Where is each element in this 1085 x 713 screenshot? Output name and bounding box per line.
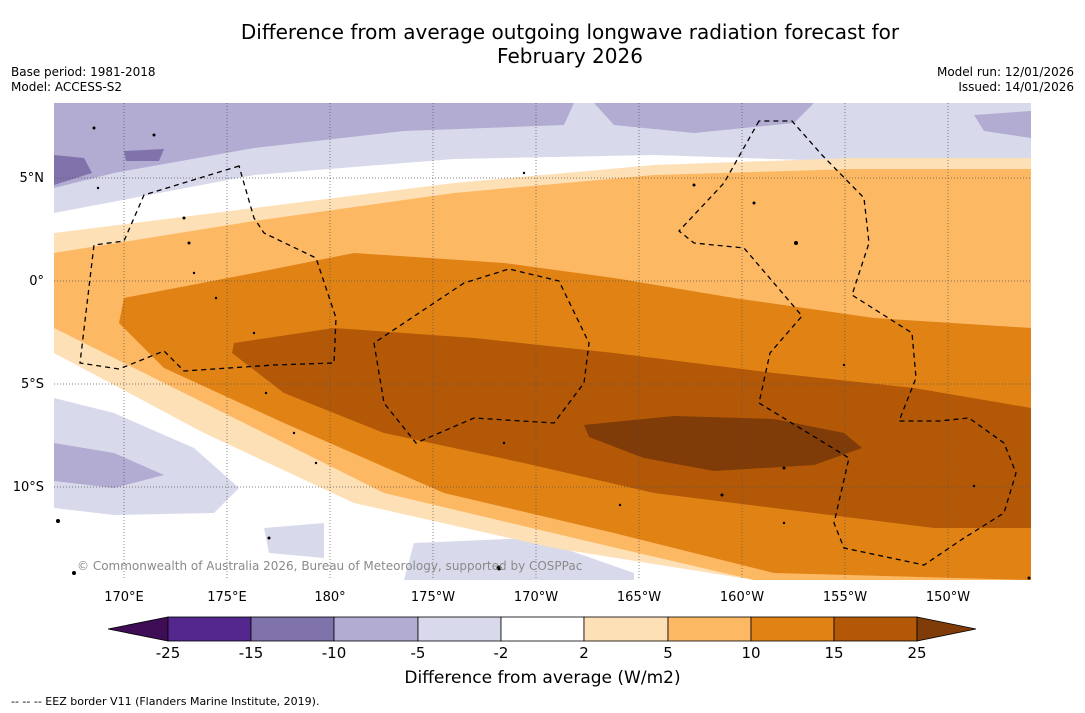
- title-line-1: Difference from average outgoing longwav…: [240, 20, 900, 44]
- model-run: Model run: 12/01/2026: [936, 65, 1074, 79]
- map-canvas: [54, 103, 1031, 580]
- contour-neg5-south-patch-b: [404, 538, 634, 580]
- lon-label-170w: 170°W: [513, 590, 559, 605]
- eez-borders: [79, 120, 1017, 566]
- title-line-2: February 2026: [497, 44, 643, 68]
- colorbar-tick-8: 10: [741, 644, 761, 662]
- colorbar-bin-1: [167, 616, 252, 642]
- colorbar-bin-9: [833, 616, 918, 642]
- meta-right: Model run: 12/01/2026 Issued: 14/01/2026: [937, 65, 1074, 95]
- colorbar-tick-2: -15: [238, 644, 264, 662]
- contour-neg10-north-east: [594, 103, 814, 133]
- issued-date: Issued: 14/01/2026: [958, 80, 1074, 94]
- colorbar-bin-8: [750, 616, 835, 642]
- colorbar-tick-6: 2: [579, 644, 589, 662]
- contour-neg10-north: [54, 103, 574, 188]
- colorbar-bin-4: [417, 616, 502, 642]
- eez-legend: -- -- -- EEZ border V11 (Flanders Marine…: [11, 695, 320, 708]
- base-period: Base period: 1981-2018: [11, 65, 156, 79]
- contour-neg5-south-patch: [264, 523, 324, 558]
- colorbar-tick-5: -2: [493, 644, 509, 662]
- lon-label-175w: 175°W: [410, 590, 456, 605]
- colorbar-tick-3: -10: [321, 644, 347, 662]
- lon-label-165w: 165°W: [616, 590, 662, 605]
- colorbar-tick-7: 5: [663, 644, 673, 662]
- lon-label-175e: 175°E: [207, 590, 247, 605]
- graticule: [54, 103, 1031, 580]
- colorbar-tick-1: -25: [155, 644, 181, 662]
- contour-neg15-north: [54, 155, 92, 185]
- forecast-map: [54, 103, 1031, 580]
- colorbar-extend-low: [108, 616, 169, 642]
- lat-label-0: 0°: [29, 274, 44, 289]
- lon-label-170e: 170°E: [104, 590, 144, 605]
- colorbar-bin-5: [500, 616, 585, 642]
- colorbar-tick-10: 25: [907, 644, 927, 662]
- lon-label-180: 180°: [314, 590, 346, 605]
- lon-label-150w: 150°W: [925, 590, 971, 605]
- lat-label-5s: 5°S: [20, 377, 44, 392]
- lon-label-155w: 155°W: [822, 590, 868, 605]
- islands: [56, 126, 1031, 580]
- contour-pos25: [584, 416, 862, 471]
- colorbar-tick-9: 15: [824, 644, 844, 662]
- colorbar-label: Difference from average (W/m2): [404, 668, 681, 688]
- meta-left: Base period: 1981-2018 Model: ACCESS-S2: [11, 65, 156, 95]
- model-name: Model: ACCESS-S2: [11, 80, 123, 94]
- colorbar-bin-6: [583, 616, 669, 642]
- map-title: Difference from average outgoing longwav…: [0, 20, 1085, 68]
- contour-neg10-south: [54, 443, 164, 488]
- lon-label-160w: 160°W: [719, 590, 765, 605]
- colorbar-bin-2: [250, 616, 335, 642]
- contour-neg10-northeast-patch: [974, 111, 1031, 138]
- colorbar-extend-high: [916, 616, 977, 642]
- colorbar: [108, 616, 977, 642]
- copyright-notice: © Commonwealth of Australia 2026, Bureau…: [77, 559, 583, 573]
- contour-neg15-north-b: [124, 149, 164, 161]
- colorbar-bin-7: [667, 616, 752, 642]
- lat-label-10s: 10°S: [12, 480, 44, 495]
- colorbar-bin-3: [333, 616, 419, 642]
- colorbar-tick-4: -5: [410, 644, 426, 662]
- lat-label-5n: 5°N: [19, 171, 45, 186]
